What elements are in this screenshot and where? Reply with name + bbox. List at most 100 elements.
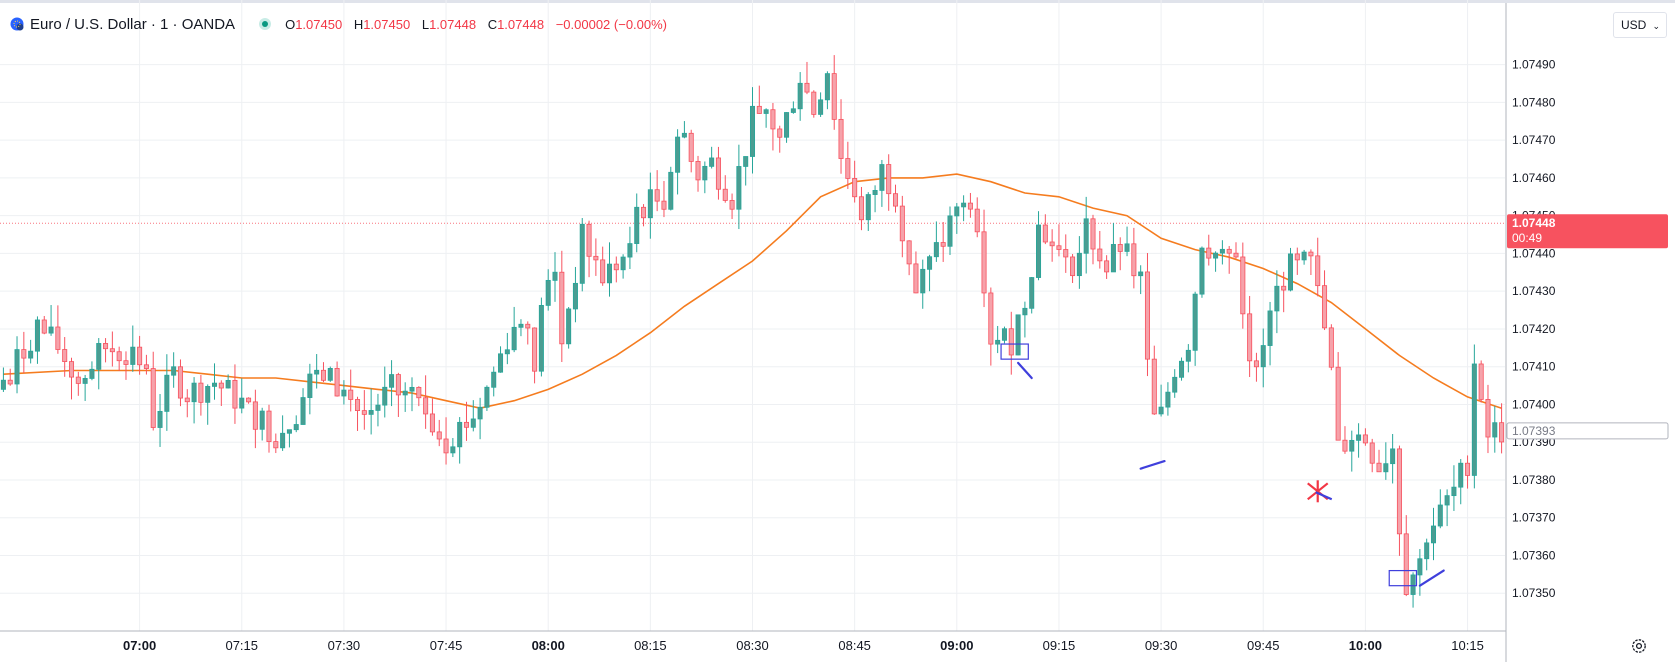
candle xyxy=(368,388,374,435)
candle-body xyxy=(913,263,919,294)
candle xyxy=(675,129,681,195)
gear-icon[interactable] xyxy=(1630,637,1648,655)
candle xyxy=(552,252,558,302)
candle-body xyxy=(763,109,769,114)
candle xyxy=(1042,214,1048,245)
time-tick: 10:15 xyxy=(1451,638,1484,653)
symbol-title[interactable]: Euro / U.S. Dollar · 1 · OANDA xyxy=(30,15,236,33)
candle xyxy=(838,99,844,174)
candle xyxy=(177,359,183,407)
candle-body xyxy=(382,386,388,406)
close-label: C xyxy=(487,16,498,32)
candle xyxy=(103,338,109,363)
candle-body xyxy=(1308,251,1314,257)
candle-body xyxy=(1369,442,1375,464)
candle-body xyxy=(1138,271,1144,277)
candle-body xyxy=(402,390,408,396)
candle-body xyxy=(184,397,190,403)
candle-body xyxy=(1185,349,1191,362)
candle xyxy=(872,185,878,213)
candle xyxy=(763,108,769,128)
candle xyxy=(382,366,388,418)
candle-body xyxy=(68,361,75,378)
candle xyxy=(1458,459,1464,505)
candle xyxy=(715,146,721,200)
candle xyxy=(1131,227,1137,289)
candle-body xyxy=(654,189,660,202)
candle xyxy=(450,438,456,458)
candle xyxy=(511,306,517,353)
candle-body xyxy=(1131,243,1137,277)
time-tick: 09:00 xyxy=(940,638,973,653)
candle xyxy=(341,380,347,405)
candle xyxy=(184,389,190,418)
candle xyxy=(961,195,967,222)
candle-body xyxy=(1349,439,1355,452)
currency-value: USD xyxy=(1621,18,1647,32)
candle-body xyxy=(525,323,531,329)
candle xyxy=(1097,230,1103,269)
candle xyxy=(1022,301,1028,338)
candle xyxy=(416,386,422,407)
candlestick-series xyxy=(0,55,1505,608)
candle xyxy=(28,339,34,364)
candle-body xyxy=(375,404,381,411)
change-value: −0.00002 (−0.00%) xyxy=(555,16,668,32)
candle-body xyxy=(1124,243,1130,252)
candle-body xyxy=(1281,285,1287,291)
candle-body xyxy=(593,255,599,261)
candle-body xyxy=(518,323,524,328)
candle-body xyxy=(504,349,510,355)
candle-body xyxy=(1117,244,1123,252)
candle xyxy=(1492,405,1498,453)
candle-body xyxy=(1049,241,1055,247)
candle-body xyxy=(702,165,708,181)
candle-body xyxy=(879,164,885,191)
candle xyxy=(729,193,735,220)
candle-body xyxy=(109,348,115,353)
price-tick: 1.07410 xyxy=(1512,360,1556,374)
candle xyxy=(1315,237,1321,297)
candle xyxy=(130,325,136,372)
candle xyxy=(96,338,102,390)
candle-body xyxy=(920,268,926,294)
candle xyxy=(1213,251,1219,272)
candle xyxy=(974,197,980,238)
candle-body xyxy=(1465,462,1471,476)
candle xyxy=(1158,384,1164,417)
time-tick: 09:30 xyxy=(1145,638,1178,653)
candle-body xyxy=(103,343,109,350)
candle-body xyxy=(96,343,102,370)
candle-body xyxy=(790,108,796,113)
candle xyxy=(777,125,783,153)
candle-body xyxy=(429,413,435,433)
candle-body xyxy=(572,282,578,310)
candle-body xyxy=(1410,574,1416,595)
candle-body xyxy=(858,196,864,221)
candle-body xyxy=(1042,224,1048,243)
candle-body xyxy=(477,406,483,420)
candle-body xyxy=(48,326,54,334)
candle-body xyxy=(722,188,728,201)
candle-body xyxy=(1029,277,1035,309)
candle xyxy=(1356,423,1362,458)
candle-body xyxy=(1471,363,1477,476)
candle xyxy=(600,246,606,286)
candle xyxy=(1172,369,1178,398)
candle-body xyxy=(634,206,640,244)
candle xyxy=(457,417,463,464)
candle-body xyxy=(34,319,40,352)
candle-body xyxy=(681,132,687,138)
candle-body xyxy=(1444,495,1450,506)
candle-body xyxy=(1430,525,1437,544)
candle xyxy=(995,325,1001,354)
symbol-legend: Euro / U.S. Dollar · 1 · OANDA O1.07450 … xyxy=(10,13,675,35)
currency-select[interactable]: USD ⌄ xyxy=(1613,12,1667,38)
candle xyxy=(89,361,95,381)
candle-body xyxy=(1376,462,1382,473)
candle-body xyxy=(927,256,933,270)
candle xyxy=(865,192,871,231)
candle xyxy=(1308,249,1314,276)
candle-body xyxy=(1362,434,1368,444)
